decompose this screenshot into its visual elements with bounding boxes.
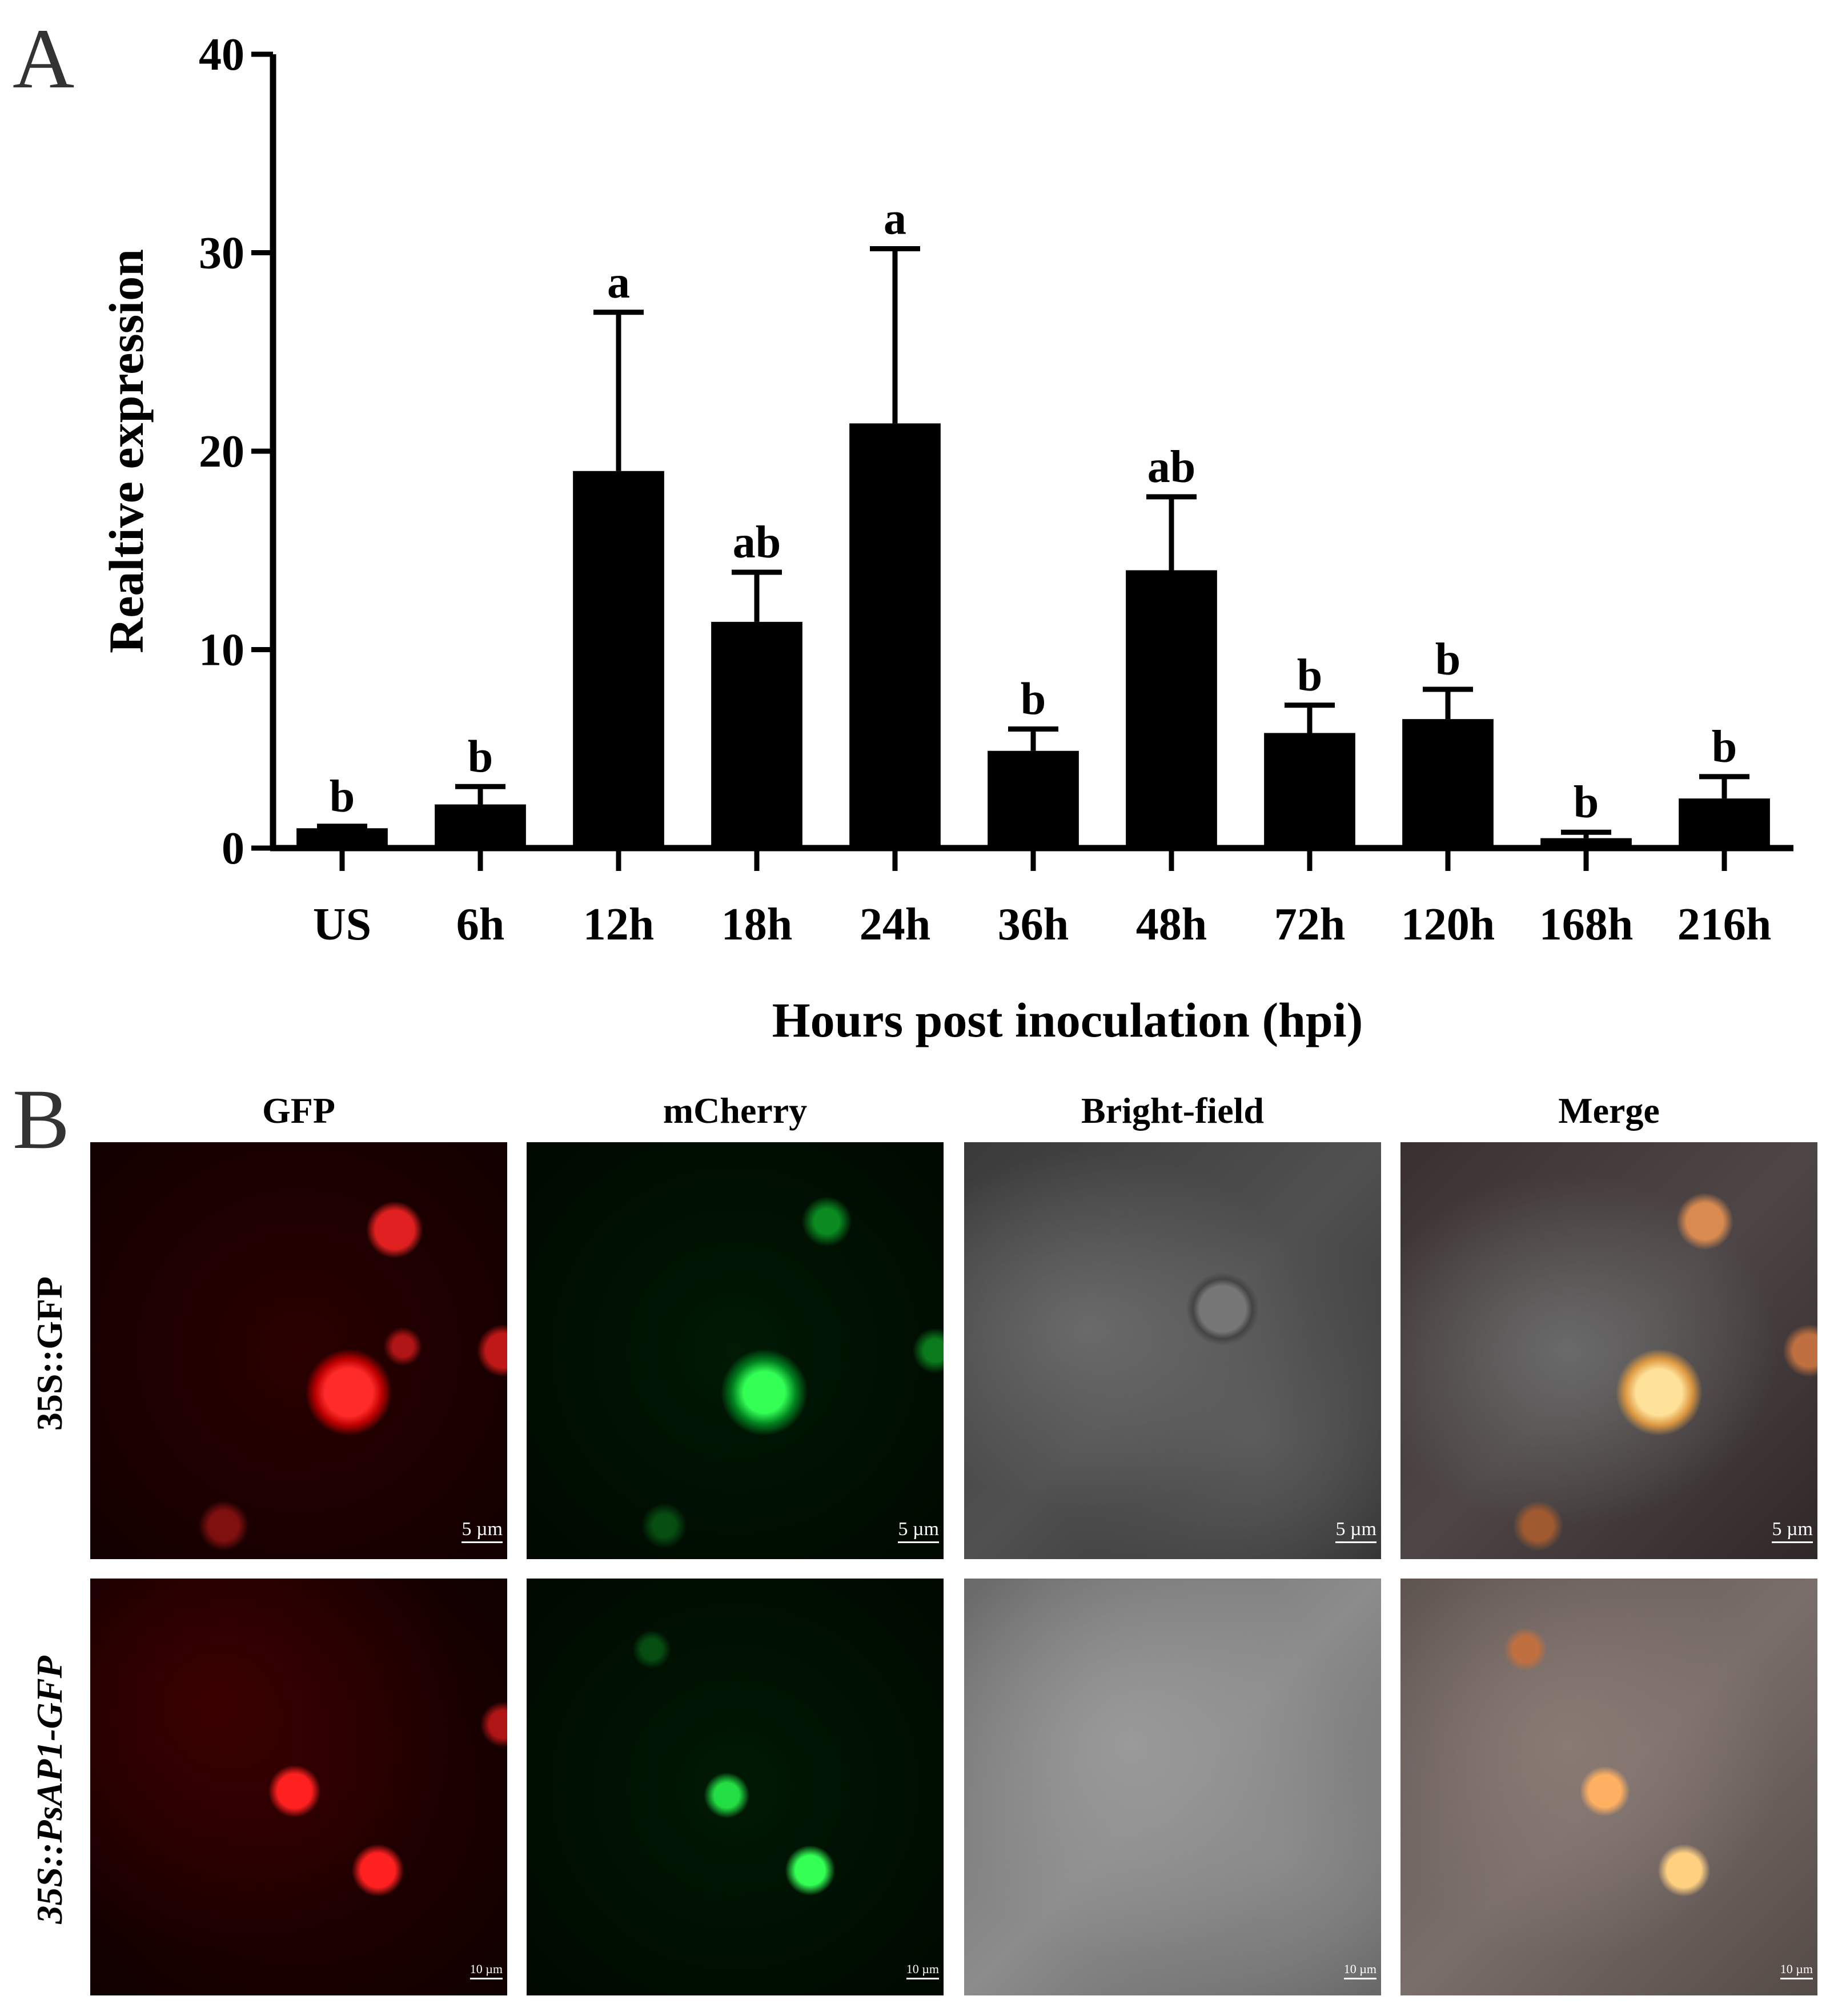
significance-label: b bbox=[1021, 674, 1046, 725]
significance-label: b bbox=[1297, 650, 1323, 701]
panel-a-label: A bbox=[13, 11, 75, 106]
bar bbox=[988, 750, 1079, 848]
x-tick-label: 18h bbox=[721, 899, 793, 950]
scale-bar-label: 5 µm bbox=[461, 1519, 503, 1540]
x-tick-label: 168h bbox=[1539, 899, 1634, 950]
image-bright-field-35s-psap1-gfp: 10 µm bbox=[964, 1579, 1381, 1995]
bar bbox=[296, 828, 388, 848]
significance-label: a bbox=[607, 258, 630, 308]
significance-label: ab bbox=[733, 517, 781, 568]
row-label-35s-psap1-gfp: 35S::PsAP1-GFP bbox=[29, 1656, 70, 1924]
bar bbox=[435, 804, 526, 848]
image-gfp-35s-gfp: 5 µm bbox=[90, 1142, 507, 1559]
x-tick-label: US bbox=[313, 899, 371, 950]
image-mcherry-35s-gfp: 5 µm bbox=[527, 1142, 944, 1559]
bar bbox=[711, 621, 802, 848]
bar-chart: 0 10 20 30 40 Realtive expression Hours post i… bbox=[99, 30, 1793, 1047]
significance-label: b bbox=[468, 732, 493, 782]
bar bbox=[849, 423, 941, 848]
y-tick-label: 30 bbox=[199, 228, 244, 279]
scale-bar-label: 10 µm bbox=[1343, 1962, 1376, 1976]
x-tick-label: 12h bbox=[583, 899, 655, 950]
scale-bar: 5 µm bbox=[1772, 1520, 1813, 1543]
x-tick-label: 24h bbox=[860, 899, 931, 950]
image-merge-35s-psap1-gfp: 10 µm bbox=[1400, 1579, 1817, 1995]
column-title-bright-field: Bright-field bbox=[1081, 1090, 1264, 1131]
column-title-mcherry: mCherry bbox=[663, 1090, 808, 1131]
scale-bar-label: 10 µm bbox=[469, 1962, 503, 1976]
scale-bar: 5 µm bbox=[1335, 1520, 1376, 1543]
scale-bar: 10 µm bbox=[906, 1963, 939, 1979]
image-bright-field-35s-gfp: 5 µm bbox=[964, 1142, 1381, 1559]
x-tick-label: 216h bbox=[1678, 899, 1772, 950]
significance-label: b bbox=[1574, 777, 1599, 828]
bar bbox=[1402, 719, 1494, 848]
row-label-35s-gfp: 35S::GFP bbox=[29, 1276, 70, 1431]
y-tick-label: 10 bbox=[199, 625, 244, 676]
scale-bar-label: 5 µm bbox=[1772, 1519, 1813, 1540]
scale-bar-label: 5 µm bbox=[1335, 1519, 1376, 1540]
x-tick-label: 6h bbox=[456, 899, 505, 950]
significance-label: b bbox=[1435, 634, 1461, 685]
scale-bar: 10 µm bbox=[1343, 1962, 1376, 1979]
image-merge-35s-gfp: 5 µm bbox=[1400, 1142, 1817, 1559]
y-tick-label: 20 bbox=[199, 427, 244, 477]
x-tick-label: 48h bbox=[1136, 899, 1207, 950]
significance-label: a bbox=[884, 194, 906, 244]
scale-bar: 5 µm bbox=[898, 1520, 939, 1543]
image-gfp-35s-psap1-gfp: 10 µm bbox=[90, 1579, 507, 1995]
y-tick-label: 40 bbox=[199, 30, 244, 80]
significance-label: ab bbox=[1147, 442, 1196, 492]
significance-label: b bbox=[1712, 722, 1737, 772]
y-axis-title: Realtive expression bbox=[99, 249, 154, 653]
x-axis-title: Hours post inoculation (hpi) bbox=[772, 993, 1363, 1047]
scale-bar: 10 µm bbox=[1780, 1963, 1813, 1979]
scale-bar: 5 µm bbox=[461, 1520, 503, 1543]
scale-bar: 10 µm bbox=[469, 1962, 503, 1979]
scale-bar-label: 10 µm bbox=[1780, 1962, 1813, 1976]
significance-label: b bbox=[330, 772, 355, 822]
bar bbox=[1126, 570, 1217, 848]
panel-b-label: B bbox=[13, 1072, 70, 1167]
scale-bar-label: 5 µm bbox=[898, 1519, 939, 1540]
column-title-merge: Merge bbox=[1558, 1090, 1660, 1131]
bar bbox=[1540, 838, 1632, 848]
column-title-gfp: GFP bbox=[262, 1090, 335, 1131]
x-tick-label: 120h bbox=[1401, 899, 1495, 950]
bar bbox=[573, 471, 664, 848]
image-mcherry-35s-psap1-gfp: 10 µm bbox=[527, 1579, 944, 1995]
x-tick-label: 36h bbox=[998, 899, 1069, 950]
x-tick-label: 72h bbox=[1274, 899, 1346, 950]
scale-bar-label: 10 µm bbox=[906, 1962, 939, 1976]
y-tick-label: 0 bbox=[222, 824, 244, 874]
bar bbox=[1264, 733, 1355, 848]
bar bbox=[1679, 798, 1770, 848]
